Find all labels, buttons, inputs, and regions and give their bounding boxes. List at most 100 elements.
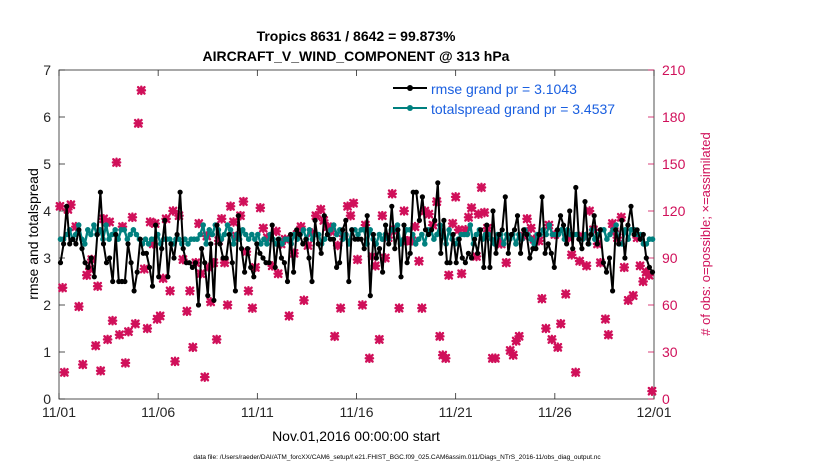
rmse-point bbox=[637, 236, 643, 242]
rmse-point bbox=[199, 246, 205, 252]
rmse-point bbox=[57, 260, 64, 266]
spread-point bbox=[254, 231, 261, 238]
y-left-tick-label: 6 bbox=[43, 109, 51, 125]
rmse-point bbox=[395, 227, 401, 233]
obs-assimilated-point bbox=[546, 334, 557, 345]
rmse-point bbox=[570, 246, 576, 252]
spread-point bbox=[227, 227, 234, 233]
rmse-point bbox=[97, 189, 103, 195]
rmse-point bbox=[318, 250, 324, 256]
obs-assimilated-point bbox=[130, 318, 141, 329]
rmse-point bbox=[447, 260, 453, 266]
rmse-point bbox=[300, 241, 306, 247]
obs-assimilated-point bbox=[95, 365, 106, 376]
legend-spread-label: totalspread grand pr = 3.4537 bbox=[431, 101, 615, 117]
rmse-point bbox=[260, 255, 266, 261]
rmse-point bbox=[70, 236, 76, 242]
obs-assimilated-point bbox=[434, 331, 445, 342]
rmse-point bbox=[462, 260, 468, 266]
obs-assimilated-point bbox=[522, 213, 532, 224]
spread-point bbox=[130, 227, 137, 233]
rmse-point bbox=[646, 264, 653, 270]
spread-point bbox=[394, 222, 401, 228]
rmse-point bbox=[143, 250, 149, 256]
rmse-point bbox=[156, 274, 162, 280]
rmse-point bbox=[585, 241, 591, 247]
obs-assimilated-point bbox=[59, 367, 70, 378]
rmse-point bbox=[438, 250, 444, 256]
obs-assimilated-point bbox=[342, 201, 353, 212]
rmse-point bbox=[364, 213, 370, 219]
rmse-point bbox=[502, 194, 508, 200]
rmse-point bbox=[177, 189, 183, 195]
obs-assimilated-point bbox=[306, 228, 317, 238]
obs-assimilated-point bbox=[508, 350, 519, 361]
obs-assimilated-point bbox=[205, 296, 216, 307]
rmse-point bbox=[373, 255, 379, 261]
rmse-point bbox=[628, 203, 634, 209]
rmse-point bbox=[146, 264, 153, 270]
obs-assimilated-point bbox=[447, 218, 458, 229]
obs-assimilated-point bbox=[187, 342, 198, 353]
obs-assimilated-point bbox=[70, 221, 81, 232]
rmse-point bbox=[567, 208, 573, 214]
spread-point bbox=[203, 241, 209, 247]
obs-assimilated-point bbox=[377, 210, 388, 221]
rmse-point bbox=[450, 231, 456, 238]
spread-point bbox=[145, 241, 152, 247]
rmse-point bbox=[413, 189, 419, 195]
rmse-point bbox=[91, 274, 97, 280]
obs-assimilated-point bbox=[165, 286, 175, 296]
rmse-point bbox=[631, 231, 637, 238]
obs-assimilated-point bbox=[555, 318, 566, 329]
spread-point bbox=[85, 227, 91, 233]
obs-assimilated-point bbox=[57, 282, 68, 293]
rmse-point bbox=[591, 213, 597, 219]
obs-assimilated-point bbox=[638, 276, 648, 287]
spread-point bbox=[422, 241, 428, 247]
obs-assimilated-point bbox=[216, 213, 227, 224]
obs-assimilated-point bbox=[541, 323, 551, 334]
obs-assimilated-point bbox=[238, 196, 249, 207]
rmse-point bbox=[303, 236, 309, 242]
spread-point bbox=[106, 236, 112, 242]
rmse-point bbox=[294, 227, 300, 233]
spread-point bbox=[261, 236, 267, 242]
obs-assimilated-point bbox=[142, 323, 153, 334]
spread-point bbox=[88, 231, 94, 238]
rmse-point bbox=[432, 217, 438, 223]
rmse-point bbox=[288, 231, 294, 238]
rmse-point bbox=[435, 180, 441, 186]
obs-assimilated-point bbox=[619, 262, 630, 273]
spread-point bbox=[558, 227, 565, 233]
obs-assimilated-point bbox=[111, 157, 122, 168]
spread-point bbox=[279, 241, 285, 247]
obs-assimilated-point bbox=[476, 182, 487, 193]
obs-assimilated-point bbox=[644, 270, 654, 281]
rmse-point bbox=[521, 227, 527, 233]
rmse-point bbox=[367, 293, 373, 299]
obs-assimilated-point bbox=[136, 85, 147, 96]
rmse-point bbox=[321, 213, 327, 219]
obs-assimilated-point bbox=[632, 232, 643, 243]
rmse-point bbox=[64, 203, 70, 209]
obs-assimilated-point bbox=[315, 204, 326, 215]
rmse-point bbox=[524, 231, 530, 238]
rmse-point bbox=[110, 278, 116, 285]
spread-point bbox=[127, 231, 134, 238]
rmse-point bbox=[266, 260, 272, 266]
rmse-point bbox=[165, 274, 171, 280]
spread-point bbox=[133, 231, 140, 238]
rmse-point bbox=[634, 227, 640, 233]
obs-assimilated-point bbox=[117, 221, 128, 232]
rmse-point bbox=[407, 250, 413, 256]
rmse-point bbox=[361, 246, 367, 252]
rmse-point bbox=[472, 236, 478, 242]
rmse-point bbox=[214, 222, 220, 228]
rmse-point bbox=[496, 231, 502, 238]
obs-assimilated-point bbox=[123, 326, 134, 337]
rmse-point bbox=[622, 255, 628, 261]
y-left-tick-label: 3 bbox=[43, 250, 51, 266]
obs-assimilated-point bbox=[332, 240, 343, 251]
rmse-point bbox=[125, 241, 131, 247]
